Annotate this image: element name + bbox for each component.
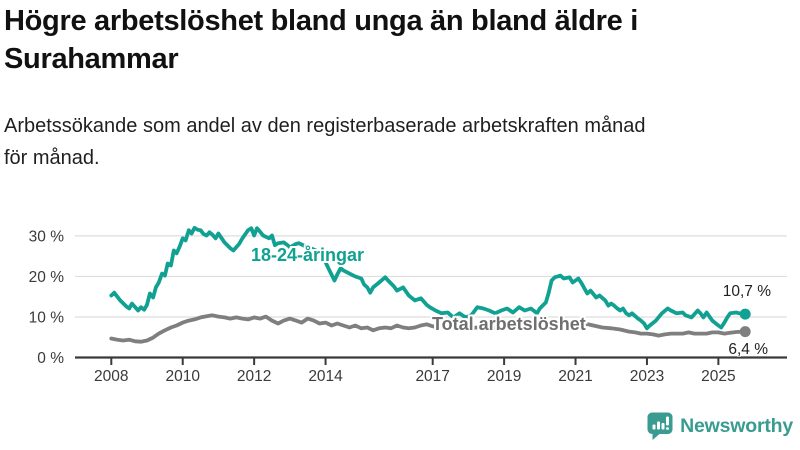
page-title: Högre arbetslöshet bland unga än bland ä…	[4, 2, 796, 78]
x-tick-label: 2019	[487, 368, 521, 385]
end-dot-youth	[739, 308, 751, 320]
chart-subtitle: Arbetssökande som andel av den registerb…	[4, 110, 796, 174]
y-tick-label: 30 %	[29, 228, 65, 245]
end-value-label-total: 6,4 %	[728, 341, 768, 358]
newsworthy-brand-name: Newsworthy	[680, 414, 793, 437]
y-tick-label: 0 %	[37, 350, 64, 367]
newsworthy-logo-icon	[647, 412, 673, 440]
series-label-youth: 18-24-åringar	[251, 245, 365, 265]
logo-exclamation-bar	[666, 416, 670, 425]
logo-bar-3	[661, 422, 665, 429]
logo-bar-1	[652, 424, 656, 429]
x-tick-label: 2025	[701, 368, 735, 385]
x-tick-label: 2010	[165, 368, 200, 385]
x-tick-label: 2021	[558, 368, 592, 385]
logo-exclamation-dot	[666, 426, 670, 430]
title-line-2: Surahammar	[4, 43, 179, 75]
y-tick-label: 10 %	[29, 309, 65, 326]
x-tick-label: 2023	[630, 368, 664, 385]
end-value-label-youth: 10,7 %	[722, 283, 771, 300]
series-line-youth	[109, 225, 748, 331]
x-tick-label: 2008	[94, 368, 128, 385]
x-tick-label: 2017	[415, 368, 449, 385]
series-label-total: Total arbetslöshet	[432, 314, 586, 334]
end-dot-total	[739, 326, 751, 338]
subtitle-line-2: för månad.	[4, 147, 100, 169]
title-line-1: Högre arbetslöshet bland unga än bland ä…	[4, 5, 638, 37]
x-tick-label: 2014	[308, 368, 343, 385]
subtitle-line-1: Arbetssökande som andel av den registerb…	[4, 115, 646, 137]
newsworthy-link[interactable]: Newsworthy	[647, 410, 793, 442]
x-tick-label: 2012	[237, 368, 271, 385]
y-tick-label: 20 %	[29, 269, 65, 286]
logo-bar-2	[657, 421, 661, 429]
series-line-total	[109, 313, 748, 344]
